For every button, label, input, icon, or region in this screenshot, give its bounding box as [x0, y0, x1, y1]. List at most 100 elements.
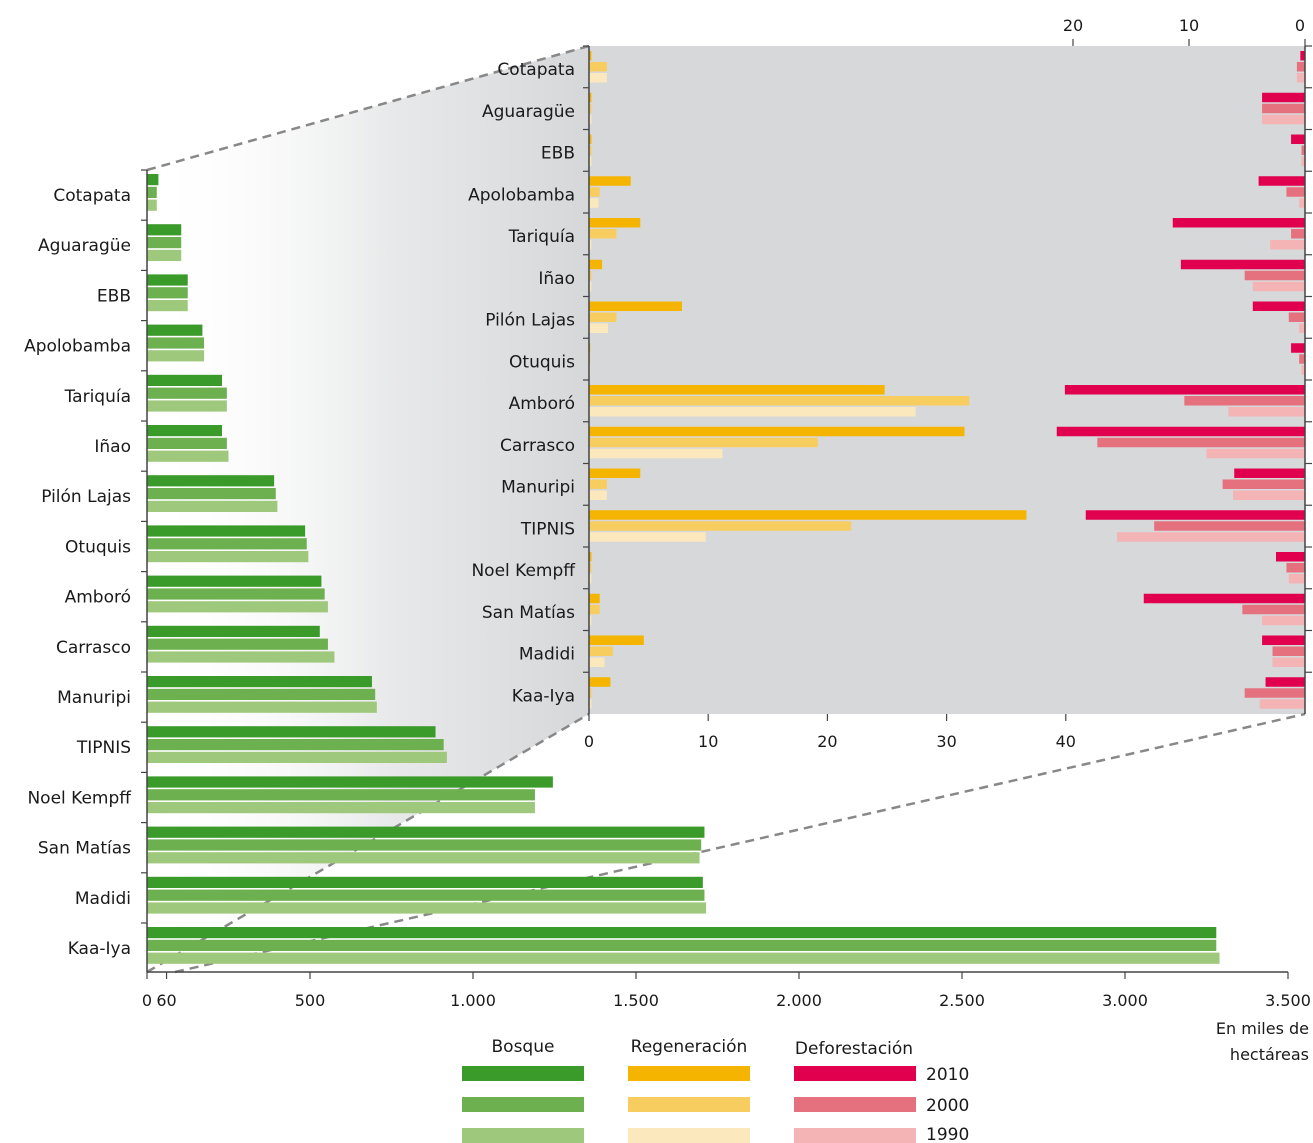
bosque-bar-san-matias-2010 [147, 826, 705, 838]
regen-bar-cotapata-1990 [589, 73, 607, 83]
legend-swatch-bosque-1990 [462, 1128, 584, 1143]
bosque-bar-tariquia-2010 [147, 374, 222, 386]
bosque-bar-apolobamba-2000 [147, 337, 205, 349]
deforest-bar-manuripi-2000 [1222, 479, 1305, 489]
deforest-bar-aguarague-1990 [1262, 114, 1305, 125]
bosque-category-label-tariquia: Tariquía [64, 387, 131, 407]
legend-swatch-deforest-2000 [794, 1097, 916, 1112]
bosque-bar-kaa-iya-1990 [147, 952, 1220, 964]
bosque-bar-tipnis-1990 [147, 751, 447, 763]
deforest-bar-manuripi-2010 [1234, 468, 1305, 478]
regen-bar-ebb-1990 [589, 156, 592, 166]
zoom-line-top [146, 44, 590, 172]
bosque-bar-cotapata-1990 [147, 199, 157, 211]
regen-bar-aguarague-2010 [589, 92, 592, 103]
regen-bar-pilon-lajas-1990 [589, 323, 609, 333]
bosque-category-label-otuquis: Otuquis [65, 537, 131, 557]
bosque-bar-manuripi-2000 [147, 688, 376, 700]
deforest-bar-apolobamba-2010 [1258, 176, 1305, 186]
deforest-bar-tariquia-2010 [1172, 218, 1305, 228]
deforest-bar-pilon-lajas-2000 [1288, 312, 1305, 322]
regen-bar-kaa-iya-1990 [589, 699, 592, 709]
deforest-bar-noel-kempff-2010 [1276, 552, 1305, 562]
bosque-bar-pilon-lajas-2000 [147, 488, 276, 500]
regen-bar-apolobamba-2000 [589, 187, 600, 197]
bosque-bar-tipnis-2000 [147, 739, 444, 751]
regen-bar-apolobamba-1990 [589, 198, 599, 208]
unit-label-line1: En miles de [1216, 1019, 1309, 1038]
deforest-bar-madidi-1990 [1272, 657, 1305, 667]
deforest-bar-cotapata-2000 [1296, 62, 1305, 72]
deforest-bar-ebb-2010 [1291, 134, 1305, 144]
regen-bar-ebb-2000 [589, 145, 592, 155]
regen-x-tick-label: 40 [1056, 732, 1076, 751]
bosque-x-tick-label: 3.500 [1265, 991, 1311, 1010]
regen-bar-tipnis-1990 [589, 532, 706, 542]
bosque-category-label-inao: Iñao [94, 437, 131, 457]
deforest-bar-otuquis-2000 [1299, 354, 1305, 364]
bosque-bar-san-matias-1990 [147, 852, 700, 864]
bosque-bar-otuquis-2000 [147, 538, 307, 550]
bosque-category-label-kaa-iya: Kaa-Iya [68, 939, 131, 959]
bosque-x-tick-label: 1.500 [613, 991, 659, 1010]
inset-category-label-noel-kempff: Noel Kempff [471, 561, 576, 581]
bosque-bar-aguarague-1990 [147, 249, 182, 261]
deforest-bar-tipnis-2010 [1085, 510, 1305, 520]
bosque-x-tick-label: 0 [142, 991, 152, 1010]
regen-bar-noel-kempff-2010 [589, 552, 592, 562]
deforest-bar-cotapata-1990 [1296, 73, 1305, 83]
bosque-bar-inao-2000 [147, 437, 227, 449]
inset-category-label-otuquis: Otuquis [509, 352, 575, 372]
inset-category-label-madidi: Madidi [519, 645, 575, 665]
deforest-bar-carrasco-1990 [1206, 448, 1305, 459]
deforest-bar-san-matias-2010 [1143, 593, 1305, 604]
legend-year-1990: 1990 [926, 1125, 969, 1143]
deforest-bar-tariquia-1990 [1270, 240, 1305, 250]
bosque-x-tick-label: 3.000 [1102, 991, 1148, 1010]
regen-bar-san-matias-2010 [589, 593, 600, 604]
deforest-bar-amboro-1990 [1228, 407, 1305, 417]
regen-bar-inao-1990 [589, 281, 592, 292]
bosque-bar-pilon-lajas-2010 [147, 475, 275, 487]
bosque-category-label-ebb: EBB [97, 286, 131, 306]
legend-year-2000: 2000 [926, 1096, 969, 1116]
bosque-bar-san-matias-2000 [147, 839, 702, 851]
bosque-bar-noel-kempff-1990 [147, 802, 535, 814]
bosque-category-label-tipnis: TIPNIS [76, 738, 131, 758]
regen-bar-noel-kempff-1990 [589, 574, 592, 584]
deforest-bar-amboro-2000 [1184, 396, 1305, 406]
bosque-category-label-apolobamba: Apolobamba [24, 337, 131, 357]
bosque-bar-otuquis-1990 [147, 551, 309, 563]
deforest-bar-manuripi-1990 [1233, 490, 1305, 500]
bosque-bar-otuquis-2010 [147, 525, 306, 537]
bosque-bar-madidi-1990 [147, 902, 707, 914]
zoom-line-bottom-right [174, 712, 1306, 974]
regen-bar-tariquia-1990 [589, 240, 592, 250]
regen-bar-kaa-iya-2010 [589, 677, 611, 687]
bosque-bar-carrasco-2010 [147, 625, 320, 637]
deforest-bar-madidi-2010 [1262, 635, 1305, 645]
deforest-bar-otuquis-2010 [1291, 343, 1305, 353]
deforest-bar-aguarague-2010 [1262, 92, 1305, 103]
deforest-bar-amboro-2010 [1064, 385, 1305, 395]
bosque-category-label-carrasco: Carrasco [56, 638, 131, 658]
inset-category-label-tariquia: Tariquía [508, 227, 575, 247]
deforest-bar-noel-kempff-1990 [1288, 574, 1305, 584]
bosque-bar-ebb-2000 [147, 287, 188, 299]
deforest-bar-ebb-2000 [1301, 145, 1305, 155]
inset-category-label-inao: Iñao [538, 269, 575, 289]
bosque-bar-cotapata-2000 [147, 186, 157, 198]
inset-category-label-ebb: EBB [541, 144, 575, 164]
bosque-bar-amboro-2010 [147, 575, 322, 587]
bosque-chart: Cotapata Aguaragüe EBB Apolobamba Tariquía Iñ… [24, 169, 1311, 1010]
regen-bar-pilon-lajas-2010 [589, 301, 682, 311]
regen-bar-carrasco-1990 [589, 448, 723, 459]
bosque-bar-inao-2010 [147, 425, 222, 437]
bosque-bar-apolobamba-2010 [147, 324, 203, 336]
legend-title-regeneracion: Regeneración [631, 1037, 748, 1057]
regen-bar-apolobamba-2010 [589, 176, 631, 186]
deforest-bar-ebb-1990 [1301, 156, 1305, 166]
regen-bar-inao-2010 [589, 259, 603, 270]
bosque-bar-tariquia-2000 [147, 387, 227, 399]
deforest-bar-tipnis-1990 [1117, 532, 1305, 542]
